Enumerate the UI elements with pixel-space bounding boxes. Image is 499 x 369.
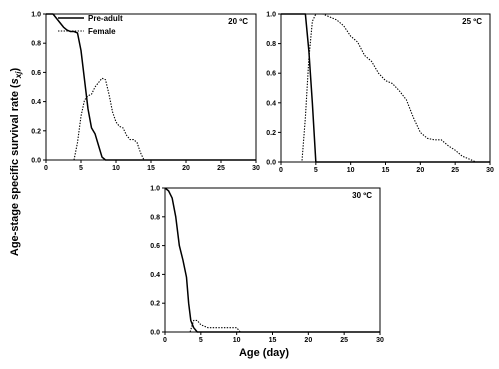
y-tick-label: 0.2 xyxy=(266,130,276,137)
panel-20c: 0 5 10 15 20 25 30 0.0 0.2 0.4 0.6 0.8 1.0 20 ºC xyxy=(31,12,260,173)
y-tick-label: 0.2 xyxy=(150,301,160,308)
x-tick-label: 10 xyxy=(112,165,120,172)
legend-label-pre-adult: Pre-adult xyxy=(88,14,123,23)
x-tick-label: 15 xyxy=(269,337,277,344)
x-tick-label: 5 xyxy=(314,167,318,174)
x-tick-label: 5 xyxy=(199,337,203,344)
y-tick-label: 0.8 xyxy=(31,41,41,48)
panel-title-30c: 30 ºC xyxy=(352,191,372,200)
y-tick-label: 0.8 xyxy=(150,214,160,221)
x-tick-label: 15 xyxy=(382,167,390,174)
x-tick-label: 10 xyxy=(347,167,355,174)
x-tick-label: 10 xyxy=(233,337,241,344)
x-tick-label: 20 xyxy=(182,165,190,172)
series-line-pre-adult-20c xyxy=(46,13,256,161)
series-line-female-30c xyxy=(165,319,380,333)
y-tick-label: 0.4 xyxy=(266,100,276,107)
y-tick-label: 0.2 xyxy=(31,128,41,135)
plot-frame-25c xyxy=(280,13,491,163)
y-tick-label: 0.6 xyxy=(150,243,160,250)
y-tick-label: 0.8 xyxy=(266,41,276,48)
legend: Pre-adult Female xyxy=(58,14,123,36)
x-tick-label: 25 xyxy=(451,167,459,174)
y-tick-label: 0.6 xyxy=(31,70,41,77)
x-tick-label: 30 xyxy=(486,167,494,174)
y-tick-label: 0.6 xyxy=(266,71,276,78)
x-tick-label: 20 xyxy=(304,337,312,344)
series-line-pre-adult-25c xyxy=(281,13,490,163)
y-axis-title: Age-stage specific survival rate (sxj) xyxy=(9,68,23,257)
panel-25c: 0 5 10 15 20 25 30 0.0 0.2 0.4 0.6 0.8 1.0 25 ºC xyxy=(266,12,494,175)
x-tick-label: 20 xyxy=(416,167,424,174)
series-line-female-20c xyxy=(46,77,256,161)
panel-30c: 0 5 10 15 20 25 30 0.0 0.2 0.4 0.6 0.8 1.0 30 ºC xyxy=(150,186,384,345)
x-tick-label: 0 xyxy=(163,337,167,344)
panel-title-20c: 20 ºC xyxy=(228,17,248,26)
panel-title-25c: 25 ºC xyxy=(462,17,482,26)
x-tick-label: 5 xyxy=(79,165,83,172)
plot-frame-30c xyxy=(164,187,381,333)
x-tick-label: 30 xyxy=(376,337,384,344)
y-tick-label: 0.0 xyxy=(266,160,276,167)
x-tick-label: 25 xyxy=(340,337,348,344)
y-tick-label: 1.0 xyxy=(150,186,160,193)
x-tick-label: 25 xyxy=(217,165,225,172)
y-tick-label: 0.4 xyxy=(31,99,41,106)
x-tick-label: 0 xyxy=(44,165,48,172)
x-tick-label: 30 xyxy=(252,165,260,172)
legend-label-female: Female xyxy=(88,27,116,36)
x-tick-label: 0 xyxy=(279,167,283,174)
y-tick-label: 1.0 xyxy=(31,12,41,19)
y-tick-label: 0.4 xyxy=(150,272,160,279)
x-tick-label: 15 xyxy=(147,165,155,172)
y-tick-label: 0.0 xyxy=(31,158,41,165)
y-tick-label: 0.0 xyxy=(150,330,160,337)
y-tick-label: 1.0 xyxy=(266,12,276,19)
series-line-pre-adult-30c xyxy=(164,187,380,333)
series-line-female-25c xyxy=(281,13,490,163)
x-axis-title: Age (day) xyxy=(239,347,289,359)
